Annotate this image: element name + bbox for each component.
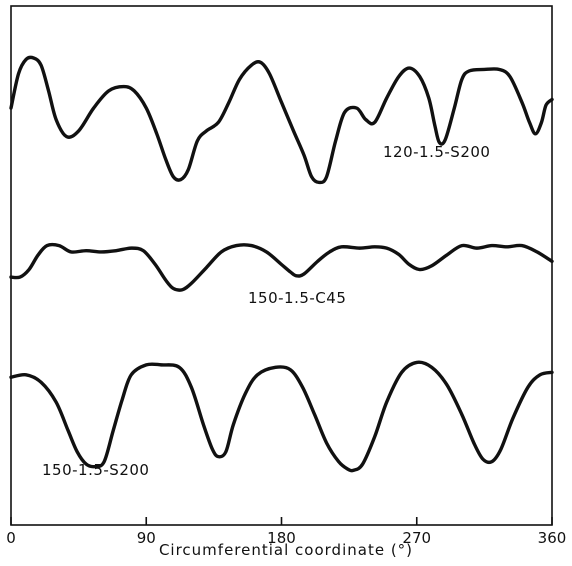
x-tick-label: 180 bbox=[267, 529, 296, 547]
x-axis-title: Circumferential coordinate (°) bbox=[159, 541, 413, 559]
x-axis-tick-labels: 0 90 180 270 360 bbox=[6, 529, 566, 547]
x-tick-label: 0 bbox=[6, 529, 16, 547]
series-label-2: 150-1.5-C45 bbox=[248, 289, 346, 307]
x-tick-label: 90 bbox=[137, 529, 156, 547]
series-labels: 120-1.5-S200 150-1.5-C45 150-1.5-S200 bbox=[42, 143, 490, 479]
x-tick-label: 270 bbox=[402, 529, 431, 547]
series-label-1: 120-1.5-S200 bbox=[383, 143, 490, 161]
series-line-1 bbox=[9, 55, 554, 185]
series-curves bbox=[9, 55, 554, 473]
x-axis-ticks bbox=[10, 517, 553, 525]
series-line-3 bbox=[9, 360, 554, 473]
series-line-2 bbox=[9, 242, 554, 292]
series-label-3: 150-1.5-S200 bbox=[42, 461, 149, 479]
x-tick-label: 360 bbox=[538, 529, 567, 547]
